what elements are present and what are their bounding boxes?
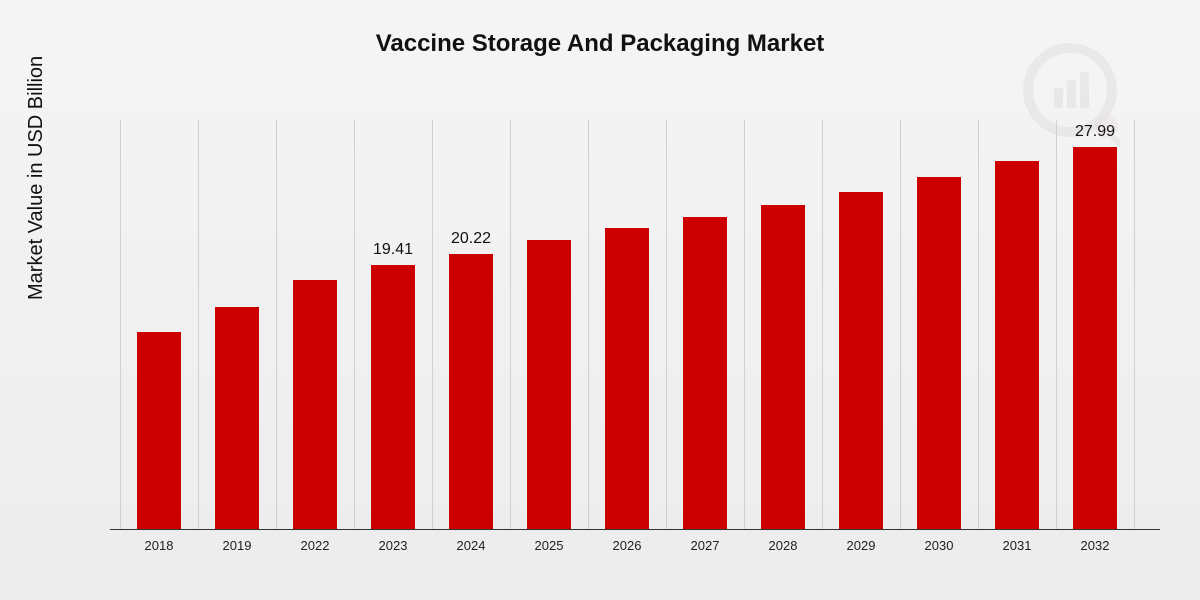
bar-group: 27.99 [1056, 147, 1134, 530]
bar-value-label: 19.41 [373, 241, 413, 259]
chart-title: Vaccine Storage And Packaging Market [0, 0, 1200, 58]
bar-group [276, 280, 354, 530]
x-tick-label: 2029 [822, 538, 900, 553]
x-tick-label: 2028 [744, 538, 822, 553]
bar-group: 20.22 [432, 254, 510, 530]
bar [137, 332, 181, 530]
bar-group: 19.41 [354, 265, 432, 530]
x-tick-label: 2026 [588, 538, 666, 553]
bar [605, 228, 649, 530]
bar-group [120, 332, 198, 530]
bar-value-label: 27.99 [1075, 123, 1115, 141]
x-tick-label: 2024 [432, 538, 510, 553]
bar [995, 161, 1039, 530]
y-axis-label: Market Value in USD Billion [25, 56, 48, 300]
grid-line [1134, 120, 1135, 530]
bar [683, 217, 727, 530]
bar [1073, 147, 1117, 530]
bar [449, 254, 493, 530]
bar-group [744, 205, 822, 530]
x-tick-label: 2018 [120, 538, 198, 553]
x-tick-label: 2031 [978, 538, 1056, 553]
bar-group [822, 192, 900, 530]
x-tick-label: 2030 [900, 538, 978, 553]
bar-group [900, 177, 978, 530]
bar-value-label: 20.22 [451, 230, 491, 248]
x-axis-baseline [110, 529, 1160, 530]
bar-group [666, 217, 744, 530]
bar [215, 307, 259, 530]
x-tick-label: 2025 [510, 538, 588, 553]
bar-group [588, 228, 666, 530]
bar [527, 240, 571, 530]
bar [917, 177, 961, 530]
bar [371, 265, 415, 530]
x-tick-label: 2027 [666, 538, 744, 553]
bar [839, 192, 883, 530]
x-tick-label: 2032 [1056, 538, 1134, 553]
bar-group [978, 161, 1056, 530]
bar-group [198, 307, 276, 530]
bar [293, 280, 337, 530]
chart-plot-area: 20182019202219.41202320.2220242025202620… [110, 120, 1160, 530]
x-tick-label: 2022 [276, 538, 354, 553]
bar [761, 205, 805, 530]
x-tick-label: 2019 [198, 538, 276, 553]
bar-group [510, 240, 588, 530]
x-tick-label: 2023 [354, 538, 432, 553]
